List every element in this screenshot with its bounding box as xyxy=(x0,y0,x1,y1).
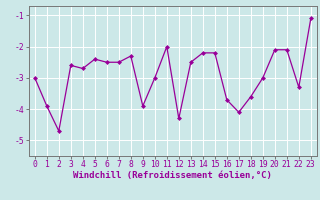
X-axis label: Windchill (Refroidissement éolien,°C): Windchill (Refroidissement éolien,°C) xyxy=(73,171,272,180)
